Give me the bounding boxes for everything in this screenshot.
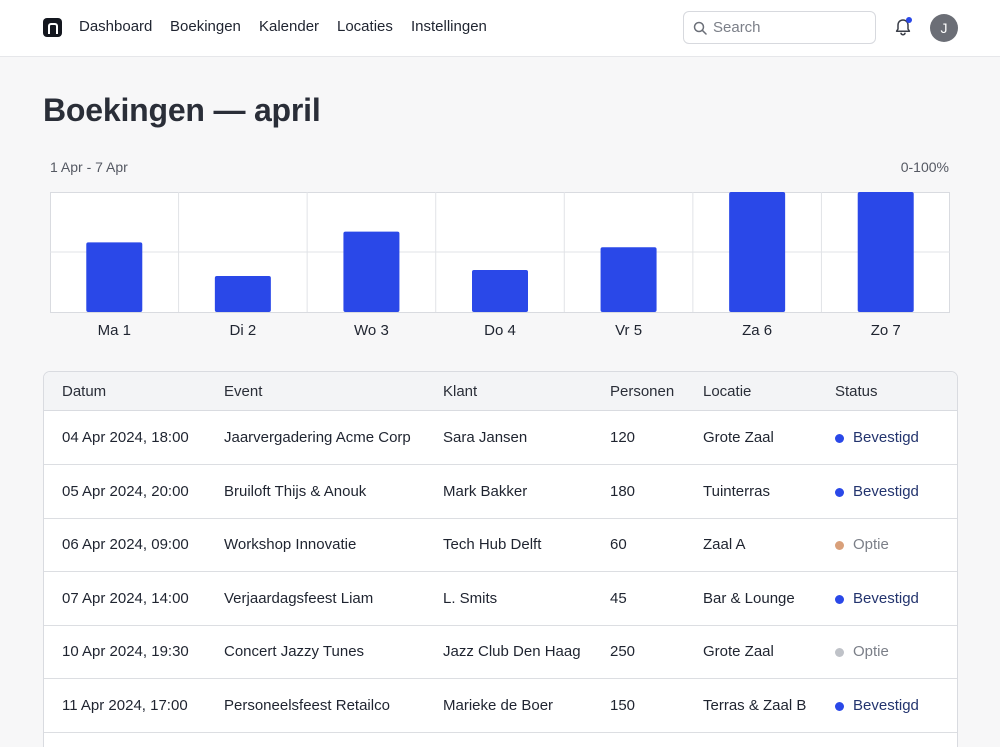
cell-klant: L. Smits <box>443 589 498 607</box>
status-dot-icon <box>835 648 844 657</box>
status-dot-icon <box>835 541 844 550</box>
cell-event: Personeelsfeest Retailco <box>224 696 390 714</box>
search-box <box>683 11 876 44</box>
chart-scale-label: 0-100% <box>900 159 949 175</box>
cell-klant: Tech Hub Delft <box>443 536 542 553</box>
table-row[interactable]: 05 Apr 2024, 20:00 Bruiloft Thijs & Anouk… <box>44 465 957 519</box>
chart-bar[interactable] <box>600 247 657 312</box>
chart-date-range: 1 Apr - 7 Apr <box>50 159 128 175</box>
nav-item-kalender[interactable]: Kalender <box>259 18 320 35</box>
column-header-klant[interactable]: Klant <box>443 383 478 400</box>
column-header-event[interactable]: Event <box>224 383 263 400</box>
status-badge: Bevestigd <box>853 589 919 607</box>
cell-locatie: Terras & Zaal B <box>703 696 807 714</box>
cell-event: Bruiloft Thijs & Anouk <box>224 482 367 500</box>
status-badge: Bevestigd <box>853 429 919 446</box>
nav-item-locaties[interactable]: Locaties <box>337 18 393 35</box>
table-row[interactable]: 10 Apr 2024, 19:30 Concert Jazzy Tunes Jaz… <box>44 625 957 679</box>
cell-personen: 250 <box>610 643 636 660</box>
column-header-personen[interactable]: Personen <box>610 383 675 400</box>
chart-bar[interactable] <box>857 192 914 312</box>
cell-event: Verjaardagsfeest Liam <box>224 589 374 607</box>
cell-klant: Mark Bakker <box>443 482 528 500</box>
cell-personen: 45 <box>610 589 627 607</box>
cell-event: Jaarvergadering Acme Corp <box>224 429 411 446</box>
cell-datum: 05 Apr 2024, 20:00 <box>62 482 189 500</box>
chart-category-label: Zo 7 <box>871 322 901 339</box>
chart-category-label: Ma 1 <box>98 322 131 339</box>
cell-personen: 180 <box>610 482 636 500</box>
cell-locatie: Bar & Lounge <box>703 589 795 607</box>
bookings-table: Datum Event Klant Personen Locatie Statu… <box>43 371 958 747</box>
chart-bar[interactable] <box>472 270 528 312</box>
chart-bar[interactable] <box>86 242 143 312</box>
cell-locatie: Grote Zaal <box>703 643 774 660</box>
status-badge: Optie <box>853 643 889 660</box>
chart-category-label: Do 4 <box>484 322 516 339</box>
column-header-locatie[interactable]: Locatie <box>703 383 752 400</box>
cell-datum: 11 Apr 2024, 17:00 <box>62 696 188 714</box>
search-input[interactable] <box>713 13 873 42</box>
chart-bar[interactable] <box>214 276 271 312</box>
cell-locatie: Grote Zaal <box>703 429 774 446</box>
notifications-button[interactable] <box>893 17 913 37</box>
table-row[interactable]: 06 Apr 2024, 09:00 Workshop Innovatie Tech… <box>44 518 957 572</box>
table-row[interactable]: 04 Apr 2024, 18:00 Jaarvergadering Acme C… <box>44 411 957 465</box>
status-dot-icon <box>835 594 844 604</box>
status-badge: Bevestigd <box>853 482 919 500</box>
cell-datum: 07 Apr 2024, 14:00 <box>62 589 189 607</box>
chart-category-label: Wo 3 <box>354 322 389 339</box>
chart-category-label: Vr 5 <box>615 322 642 339</box>
status-badge: Optie <box>853 536 889 553</box>
chart-bar[interactable] <box>343 231 400 312</box>
cell-locatie: Tuinterras <box>703 482 770 500</box>
nav-item-instellingen[interactable]: Instellingen <box>411 18 487 35</box>
cell-personen: 60 <box>610 536 627 553</box>
table-header: Datum Event Klant Personen Locatie Statu… <box>44 372 957 411</box>
chart-bar[interactable] <box>729 192 786 312</box>
status-badge: Bevestigd <box>853 696 919 714</box>
chart-category-label: Za 6 <box>742 322 772 339</box>
cell-event: Concert Jazzy Tunes <box>224 643 365 660</box>
app-logo-icon[interactable] <box>43 18 62 37</box>
nav-item-boekingen[interactable]: Boekingen <box>170 18 241 35</box>
cell-datum: 04 Apr 2024, 18:00 <box>62 429 189 446</box>
nav-item-dashboard[interactable]: Dashboard <box>79 18 153 35</box>
search-icon <box>693 21 707 35</box>
cell-personen: 120 <box>610 429 636 446</box>
status-dot-icon <box>835 487 844 497</box>
cell-klant: Sara Jansen <box>443 429 528 446</box>
cell-klant: Jazz Club Den Haag <box>443 643 581 660</box>
status-dot-icon <box>835 434 844 443</box>
page-title: Boekingen — april <box>43 92 321 128</box>
cell-event: Workshop Innovatie <box>224 536 357 553</box>
chart-category-label: Di 2 <box>230 322 257 339</box>
table-row[interactable]: 07 Apr 2024, 14:00 Verjaardagsfeest Liam L… <box>44 572 957 626</box>
user-avatar[interactable]: J <box>930 14 958 42</box>
cell-klant: Marieke de Boer <box>443 696 554 714</box>
column-header-datum[interactable]: Datum <box>62 383 107 400</box>
top-navigation-bar: Dashboard Boekingen Kalender Locaties In… <box>0 0 1000 57</box>
cell-datum: 06 Apr 2024, 09:00 <box>62 536 189 553</box>
unread-indicator <box>906 17 912 23</box>
status-dot-icon <box>835 701 844 711</box>
occupancy-bar-chart: Ma 1 Di 2 Wo 3 Do 4 Vr 5 Za 6 Zo 7 <box>50 192 950 339</box>
table-row[interactable]: 11 Apr 2024, 17:00 Personeelsfeest Retail… <box>44 679 957 733</box>
cell-datum: 10 Apr 2024, 19:30 <box>62 643 189 660</box>
cell-locatie: Zaal A <box>703 536 746 553</box>
cell-personen: 150 <box>610 696 636 714</box>
column-header-status[interactable]: Status <box>835 383 878 400</box>
